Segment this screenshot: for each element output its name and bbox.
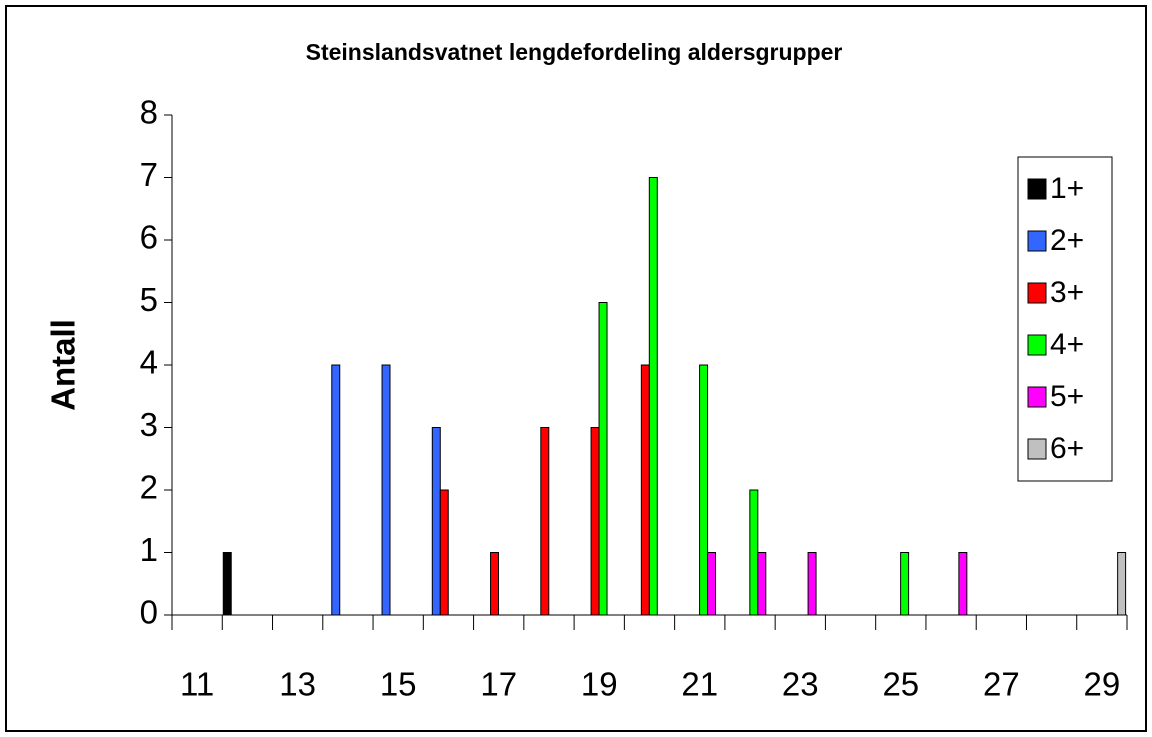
x-tick-label: 27 bbox=[983, 666, 1020, 703]
x-tick-label: 19 bbox=[581, 666, 618, 703]
y-tick-label: 3 bbox=[140, 406, 158, 443]
bar bbox=[699, 364, 709, 616]
chart-frame bbox=[5, 5, 1147, 732]
legend-swatch bbox=[1027, 230, 1047, 252]
legend-label: 6+ bbox=[1050, 432, 1084, 465]
y-tick-label: 5 bbox=[140, 281, 158, 318]
legend-swatch bbox=[1027, 178, 1047, 200]
legend-label: 5+ bbox=[1050, 380, 1084, 413]
bar bbox=[598, 302, 608, 616]
bar bbox=[590, 427, 600, 616]
bar bbox=[900, 552, 910, 616]
x-tick-label: 13 bbox=[279, 666, 316, 703]
x-tick-label: 15 bbox=[380, 666, 417, 703]
bar bbox=[331, 364, 341, 616]
y-axis-label: Antall bbox=[45, 319, 82, 411]
y-tick-label: 2 bbox=[140, 469, 158, 506]
y-tick-label: 7 bbox=[140, 156, 158, 193]
x-tick-label: 17 bbox=[480, 666, 517, 703]
bar bbox=[757, 552, 767, 616]
bar bbox=[749, 489, 759, 616]
y-tick-label: 8 bbox=[140, 94, 158, 131]
x-tick-label: 11 bbox=[180, 666, 214, 703]
x-tick-label: 25 bbox=[882, 666, 919, 703]
bar bbox=[958, 552, 968, 616]
legend-label: 2+ bbox=[1050, 224, 1084, 257]
bar bbox=[439, 489, 449, 616]
bar bbox=[381, 364, 391, 616]
legend-label: 4+ bbox=[1050, 328, 1084, 361]
legend-label: 3+ bbox=[1050, 276, 1084, 309]
legend-label: 1+ bbox=[1050, 172, 1084, 205]
bar bbox=[490, 552, 500, 616]
bar bbox=[707, 552, 717, 616]
bar bbox=[807, 552, 817, 616]
y-tick-label: 6 bbox=[140, 219, 158, 256]
x-tick-label: 29 bbox=[1084, 666, 1121, 703]
legend-swatch bbox=[1027, 386, 1047, 408]
legend-swatch bbox=[1027, 438, 1047, 460]
bar bbox=[1117, 552, 1127, 616]
x-tick-label: 21 bbox=[681, 666, 718, 703]
y-tick-label: 1 bbox=[140, 531, 158, 568]
legend-box bbox=[1017, 156, 1113, 482]
y-tick-label: 4 bbox=[140, 344, 158, 381]
legend-swatch bbox=[1027, 282, 1047, 304]
legend-swatch bbox=[1027, 334, 1047, 356]
bar bbox=[431, 427, 441, 616]
y-tick-label: 0 bbox=[140, 594, 158, 631]
bar bbox=[640, 364, 650, 616]
x-tick-label: 23 bbox=[782, 666, 819, 703]
bar bbox=[540, 427, 550, 616]
chart-title: Steinslandsvatnet lengdefordeling alders… bbox=[306, 39, 843, 65]
bar bbox=[222, 552, 232, 616]
bar bbox=[648, 177, 658, 616]
